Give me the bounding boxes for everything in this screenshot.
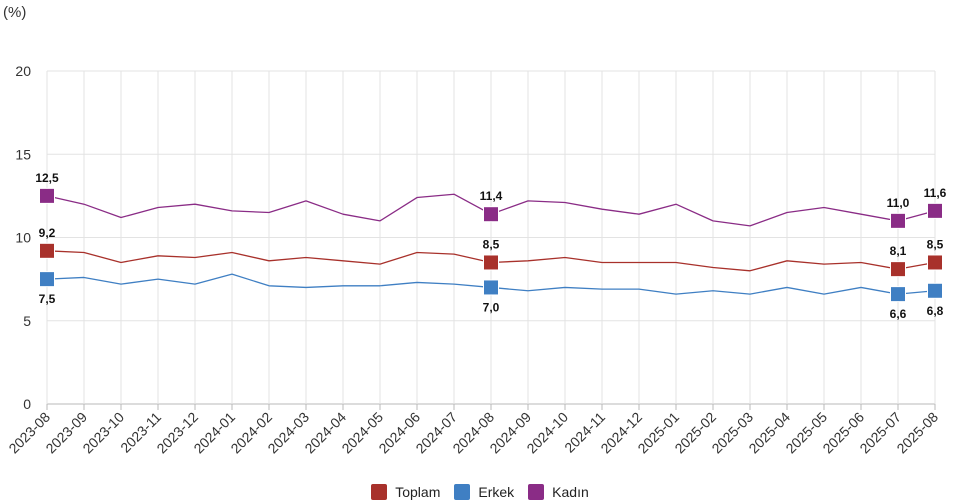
y-tick-label: 5 xyxy=(23,313,31,329)
legend-item-toplam[interactable]: Toplam xyxy=(371,484,440,500)
data-label-erkek: 6,8 xyxy=(927,304,944,318)
line-chart: (%) 051015202023-082023-092023-102023-11… xyxy=(3,4,947,456)
legend-swatch xyxy=(454,484,471,500)
data-marker-kadın xyxy=(39,187,55,204)
x-tick-label: 2024-10 xyxy=(523,409,571,457)
data-marker-kadın xyxy=(483,206,499,223)
legend-swatch xyxy=(371,484,388,500)
y-tick-label: 15 xyxy=(15,146,31,162)
data-marker-kadın xyxy=(927,202,943,219)
data-marker-toplam xyxy=(927,254,943,271)
data-marker-erkek xyxy=(927,282,943,299)
data-label-kadın: 11,0 xyxy=(887,196,910,210)
y-tick-label: 20 xyxy=(15,63,31,79)
data-marker-erkek xyxy=(483,279,499,296)
legend-swatch xyxy=(528,484,545,500)
legend-label: Kadın xyxy=(552,484,589,500)
data-marker-erkek xyxy=(39,271,55,288)
data-label-toplam: 9,2 xyxy=(39,226,56,240)
x-tick-label: 2025-08 xyxy=(893,409,941,457)
data-marker-toplam xyxy=(890,261,906,278)
axes: 051015202023-082023-092023-102023-112023… xyxy=(5,63,941,456)
data-label-toplam: 8,1 xyxy=(890,244,907,258)
legend-item-erkek[interactable]: Erkek xyxy=(454,484,514,500)
y-tick-label: 10 xyxy=(15,230,31,246)
data-marker-erkek xyxy=(890,286,906,303)
data-label-kadın: 12,5 xyxy=(35,171,59,185)
data-label-toplam: 8,5 xyxy=(483,237,500,251)
data-label-toplam: 8,5 xyxy=(927,237,944,251)
data-marker-toplam xyxy=(483,254,499,271)
data-label-erkek: 7,5 xyxy=(39,292,56,306)
data-label-erkek: 6,6 xyxy=(890,307,907,321)
data-label-kadın: 11,4 xyxy=(480,189,503,203)
y-unit-label: (%) xyxy=(3,4,26,21)
data-labels: 9,2 8,5 8,1 8,5 7,5 7,0 6,6 6,8 12,5 11,4 11,0 11,6 xyxy=(35,171,946,321)
data-label-kadın: 11,6 xyxy=(924,186,947,200)
data-marker-toplam xyxy=(39,242,55,259)
legend-item-kadın[interactable]: Kadın xyxy=(528,484,589,500)
legend-label: Erkek xyxy=(478,484,515,500)
data-label-erkek: 7,0 xyxy=(483,300,500,314)
legend-label: Toplam xyxy=(395,484,441,500)
legend: Toplam Erkek Kadın xyxy=(0,481,960,503)
data-marker-kadın xyxy=(890,212,906,229)
y-tick-label: 0 xyxy=(23,396,31,412)
grid xyxy=(46,70,936,405)
data-markers xyxy=(39,187,943,303)
x-tick-label: 2023-10 xyxy=(79,409,127,457)
